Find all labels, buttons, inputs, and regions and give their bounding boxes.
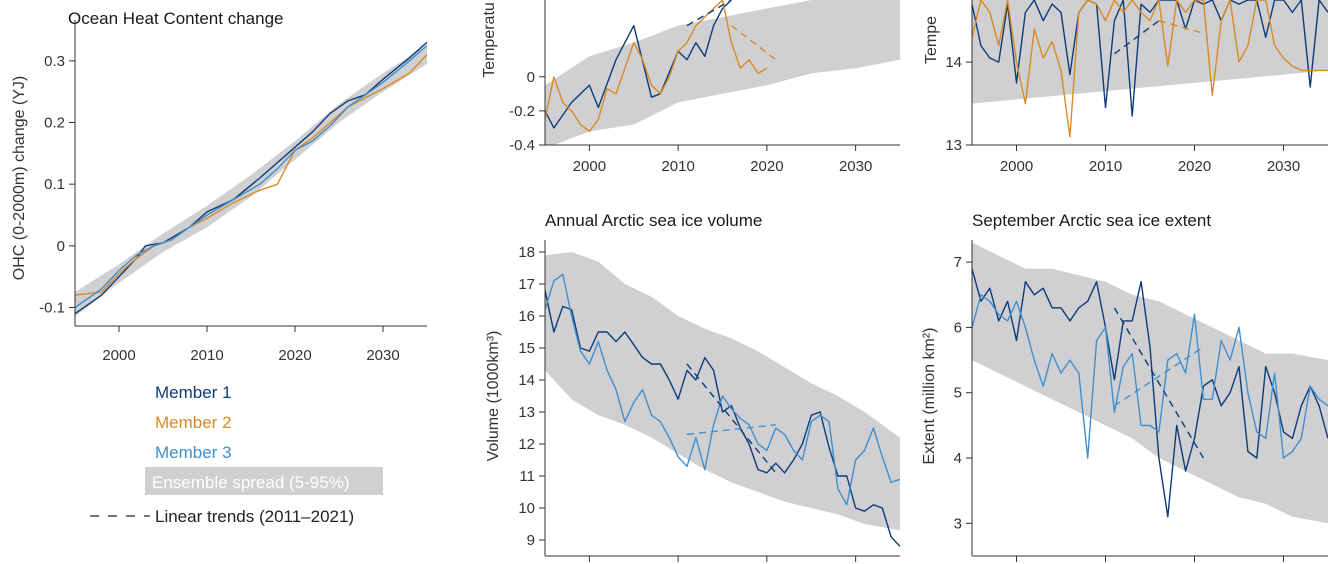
siext-ytick-label: 5 bbox=[954, 385, 962, 402]
gmst-series-member2 bbox=[545, 0, 768, 133]
siext-ytick-label: 6 bbox=[954, 319, 962, 336]
gmst-ytick-label: -0.2 bbox=[509, 103, 535, 120]
gmst-plot-area bbox=[545, 0, 900, 145]
ts-series-member2 bbox=[972, 0, 1328, 138]
sivol-ytick-label: 18 bbox=[518, 244, 535, 261]
legend-member-3: Member 3 bbox=[155, 443, 232, 462]
ohc-ytick-label: 0 bbox=[57, 238, 65, 255]
ohc-xtick-label: 2020 bbox=[278, 347, 311, 364]
gmst-trend-member2 bbox=[730, 25, 777, 61]
sivol-plot-area bbox=[545, 252, 900, 547]
siext-plot-area bbox=[972, 242, 1328, 524]
sivol-ytick-label: 11 bbox=[519, 468, 535, 485]
sivol-ytick-label: 12 bbox=[518, 436, 535, 453]
sivol-ytick-label: 15 bbox=[518, 340, 535, 357]
ohc-xtick-label: 2000 bbox=[102, 347, 135, 364]
sivol-series-member3 bbox=[545, 273, 900, 506]
gmst-trend-member1 bbox=[686, 0, 732, 27]
sivol-y-axis-label: Volume (1000km³) bbox=[485, 331, 502, 462]
ts-trend-member1 bbox=[1113, 20, 1160, 55]
ts-xtick-label: 2010 bbox=[1089, 158, 1122, 175]
legend-linear-trends: Linear trends (2011–2021) bbox=[155, 507, 354, 526]
gmst-ytick-label: 0 bbox=[527, 69, 535, 86]
ohc-plot-area bbox=[75, 41, 427, 317]
gmst-series-member1 bbox=[545, 0, 732, 129]
ohc-ytick-label: -0.1 bbox=[39, 300, 65, 317]
gmst-ytick-label: -0.4 bbox=[509, 137, 535, 154]
siext-series-member1 bbox=[972, 268, 1328, 518]
ts-ytick-label: 14 bbox=[945, 54, 962, 71]
ts-ytick-label: 13 bbox=[945, 137, 962, 154]
ohc-y-axis-label: OHC (0-2000m) change (YJ) bbox=[11, 76, 28, 281]
gmst-xtick-label: 2000 bbox=[573, 158, 606, 175]
sivol-ytick-label: 14 bbox=[518, 372, 535, 389]
ohc-ytick-label: 0.3 bbox=[44, 53, 65, 70]
panel-temperature-anomaly: 2000 2010 2020 2030 -0.4 -0.2 0 Temperatu bbox=[481, 0, 900, 175]
sivol-ytick-label: 16 bbox=[518, 308, 535, 325]
sivol-ytick-label: 9 bbox=[527, 532, 535, 549]
ohc-series-member3 bbox=[75, 44, 427, 309]
siext-series-member3 bbox=[972, 294, 1328, 459]
ohc-ensemble-spread-band bbox=[75, 45, 427, 317]
sivol-series-member1 bbox=[545, 290, 900, 547]
sivol-trend-member3 bbox=[686, 424, 776, 436]
siext-y-axis-label: Extent (million km²) bbox=[921, 328, 938, 465]
ts-series-member1 bbox=[972, 0, 1328, 117]
legend: Member 1 Member 2 Member 3 Ensemble spre… bbox=[90, 383, 383, 526]
ohc-title: Ocean Heat Content change bbox=[68, 9, 283, 28]
ts-trend-member2 bbox=[1158, 20, 1204, 34]
legend-ensemble-spread: Ensemble spread (5-95%) bbox=[152, 473, 349, 492]
ts-xtick-label: 2000 bbox=[1000, 158, 1033, 175]
gmst-xtick-label: 2010 bbox=[661, 158, 694, 175]
panel-sea-ice-extent: 200020102020203034567September Arctic se… bbox=[921, 211, 1328, 562]
siext-trend-member1 bbox=[1113, 307, 1205, 459]
sivol-title: Annual Arctic sea ice volume bbox=[545, 211, 762, 230]
ts-y-axis-label: Tempe bbox=[923, 16, 940, 64]
siext-trend-member3 bbox=[1114, 346, 1204, 407]
sivol-ytick-label: 10 bbox=[518, 500, 535, 517]
ts-xtick-label: 2020 bbox=[1178, 158, 1211, 175]
legend-spread-swatch bbox=[145, 467, 383, 495]
siext-ytick-label: 3 bbox=[954, 515, 962, 532]
siext-ytick-label: 4 bbox=[954, 450, 962, 467]
ohc-xtick-label: 2030 bbox=[366, 347, 399, 364]
legend-member-1: Member 1 bbox=[155, 383, 232, 402]
ohc-series-member2 bbox=[75, 54, 427, 296]
sivol-ytick-label: 13 bbox=[518, 404, 535, 421]
gmst-y-axis-label: Temperatu bbox=[481, 2, 498, 78]
panel-ocean-heat-content: 2000 2010 2020 2030 -0.1 0 0.1 0.2 0.3 Ocean Heat… bbox=[11, 9, 427, 364]
gmst-xtick-label: 2030 bbox=[839, 158, 872, 175]
ts-ensemble-spread-band bbox=[972, 0, 1328, 104]
gmst-xtick-label: 2020 bbox=[750, 158, 783, 175]
sivol-ensemble-spread-band bbox=[545, 252, 900, 531]
ts-plot-area bbox=[972, 0, 1328, 138]
sivol-ytick-label: 17 bbox=[518, 276, 535, 293]
ohc-xtick-label: 2010 bbox=[190, 347, 223, 364]
siext-ytick-label: 7 bbox=[954, 254, 962, 271]
panel-temperature: 2000 2010 2020 2030 13 14 Tempe bbox=[923, 0, 1328, 175]
panel-sea-ice-volume: 20002010202020309101112131415161718Annua… bbox=[485, 211, 900, 562]
ohc-ytick-label: 0.1 bbox=[44, 176, 65, 193]
siext-title: September Arctic sea ice extent bbox=[972, 211, 1211, 230]
gmst-ensemble-spread-band bbox=[545, 0, 900, 145]
ohc-ytick-label: 0.2 bbox=[44, 115, 65, 132]
legend-member-2: Member 2 bbox=[155, 413, 232, 432]
ts-xtick-label: 2030 bbox=[1267, 158, 1300, 175]
